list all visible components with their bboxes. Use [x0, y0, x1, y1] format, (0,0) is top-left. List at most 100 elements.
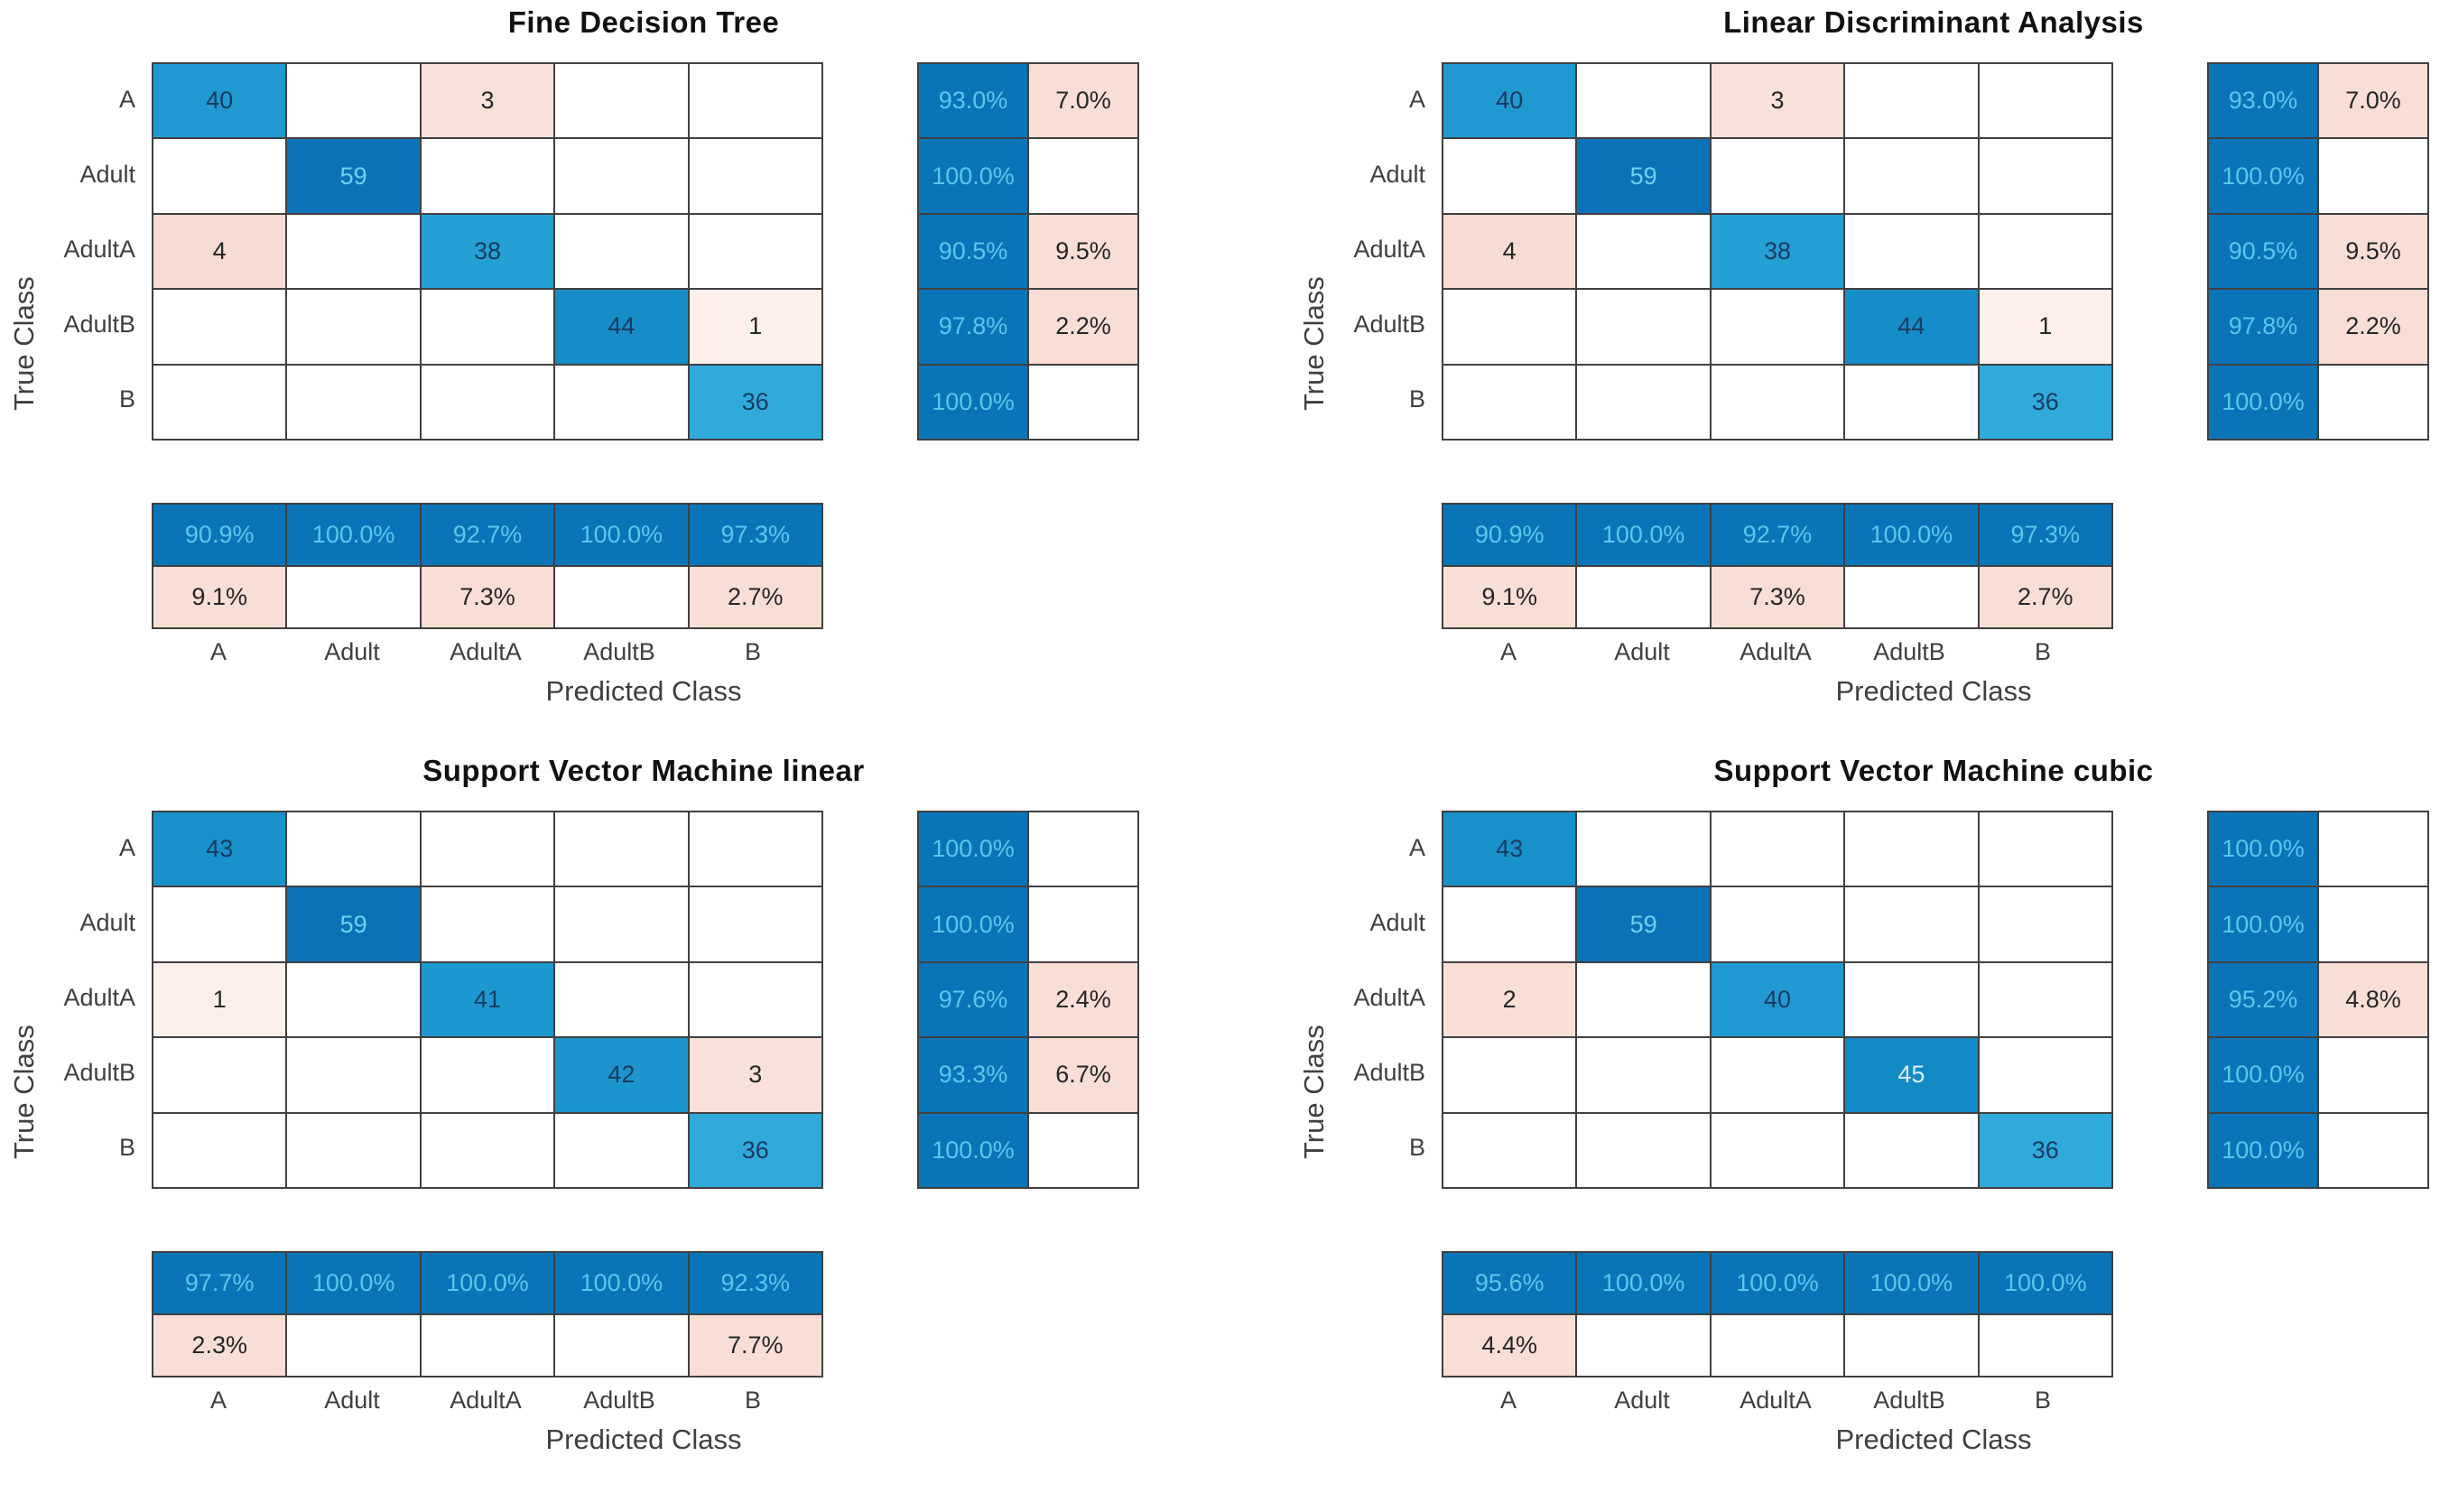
matrix-cell-empty — [287, 290, 420, 364]
matrix-cell-empty — [1577, 812, 1710, 886]
row-summary-tpr-cell: 100.0% — [919, 812, 1027, 886]
chart-title: Support Vector Machine linear — [422, 754, 865, 787]
matrix-cell-empty — [1443, 365, 1576, 439]
row-summary-fnr-cell: 4.8% — [2319, 962, 2427, 1037]
y-tick-label: Adult — [79, 909, 135, 936]
y-tick-label: Adult — [1369, 909, 1425, 936]
matrix-cell-empty — [153, 290, 286, 364]
chart-svm-cubic: Support Vector Machine cubic True Class … — [1290, 748, 2436, 1470]
matrix-cell: 36 — [689, 1113, 821, 1187]
col-summary-grid: 90.9% 100.0% 92.7% 100.0% 97.3% 9.1% 7.3% 2.7% — [1442, 503, 2113, 629]
y-tick-label: B — [118, 1134, 135, 1161]
y-tick-label: AdultA — [63, 984, 135, 1011]
matrix-cell: 4 — [1443, 214, 1576, 289]
matrix-cell-empty — [287, 214, 420, 289]
col-summary-fdr-cell: 7.3% — [1711, 567, 1844, 627]
row-summary-tpr-cell: 97.8% — [919, 290, 1027, 364]
col-summary-fdr-cell — [1845, 1315, 1978, 1376]
col-summary-ppv-cell: 92.7% — [1711, 505, 1844, 565]
row-summary-fnr-cell: 6.7% — [1029, 1038, 1137, 1112]
x-tick-label: Adult — [1614, 637, 1670, 665]
matrix-cell: 59 — [1577, 139, 1710, 213]
col-summary-ppv-cell: 90.9% — [1443, 505, 1576, 565]
matrix-cell-empty — [153, 1038, 286, 1112]
col-summary-fdr-cell: 4.4% — [1443, 1315, 1576, 1376]
matrix-cell-empty — [1845, 887, 1978, 961]
matrix-cell-empty — [555, 64, 688, 138]
matrix-cell-empty — [555, 214, 688, 289]
matrix-cell-empty — [689, 812, 821, 886]
matrix-cell-empty — [1979, 887, 2111, 961]
row-summary-tpr-cell: 93.0% — [919, 64, 1027, 138]
x-tick-label: Adult — [1614, 1386, 1670, 1414]
matrix-cell-empty — [555, 962, 688, 1037]
x-tick-label: A — [1499, 637, 1517, 665]
x-tick-labels: A Adult AdultA AdultB B — [1442, 1384, 2110, 1416]
matrix-cell-empty — [1711, 139, 1844, 213]
matrix-cell-empty — [1711, 1038, 1844, 1112]
matrix-cell-empty — [1845, 214, 1978, 289]
col-summary-fdr-cell: 7.3% — [421, 567, 554, 627]
matrix-cell: 38 — [421, 214, 554, 289]
matrix-cell-empty — [421, 365, 554, 439]
y-tick-label: AdultB — [1353, 311, 1425, 338]
matrix-cell: 1 — [1979, 290, 2111, 364]
x-tick-label: AdultB — [1873, 1386, 1945, 1414]
chart-svm-linear: Support Vector Machine linear True Class… — [0, 748, 1146, 1470]
matrix-cell: 41 — [421, 962, 554, 1037]
x-tick-label: A — [1499, 1386, 1517, 1414]
col-summary-fdr-cell: 9.1% — [1443, 567, 1576, 627]
matrix-cell: 43 — [153, 812, 286, 886]
col-summary-grid: 97.7% 100.0% 100.0% 100.0% 92.3% 2.3% 7.7% — [152, 1251, 823, 1377]
matrix-cell-empty — [1979, 214, 2111, 289]
col-summary-fdr-cell — [421, 1315, 554, 1376]
matrix-cell-empty — [555, 365, 688, 439]
row-summary-tpr-cell: 100.0% — [919, 139, 1027, 213]
row-summary-tpr-cell: 100.0% — [2209, 812, 2317, 886]
col-summary-ppv-cell: 100.0% — [421, 1253, 554, 1313]
col-summary-fdr-cell: 7.7% — [689, 1315, 821, 1376]
col-summary-fdr-cell: 2.3% — [153, 1315, 286, 1376]
col-summary-ppv-cell: 100.0% — [1577, 505, 1710, 565]
matrix-cell-empty — [421, 290, 554, 364]
matrix-cell-empty — [153, 139, 286, 213]
x-tick-label: Adult — [324, 1386, 380, 1414]
matrix-cell-empty — [287, 365, 420, 439]
matrix-cell: 40 — [153, 64, 286, 138]
row-summary-grid: 93.0% 7.0% 100.0% 90.5% 9.5% 97.8% 2.2% 100.0% — [2207, 62, 2429, 441]
row-summary-tpr-cell: 100.0% — [919, 1113, 1027, 1187]
matrix-cell: 45 — [1845, 1038, 1978, 1112]
x-tick-labels: A Adult AdultA AdultB B — [152, 635, 820, 668]
col-summary-fdr-cell — [555, 567, 688, 627]
row-summary-fnr-cell — [2319, 365, 2427, 439]
x-tick-label: AdultA — [450, 637, 522, 665]
row-summary-fnr-cell — [2319, 812, 2427, 886]
col-summary-ppv-cell: 100.0% — [287, 1253, 420, 1313]
y-tick-label: A — [1408, 86, 1425, 113]
chart-title: Fine Decision Tree — [507, 5, 780, 39]
y-tick-labels: A Adult AdultA AdultB B — [0, 811, 135, 1185]
matrix-cell-empty — [287, 1038, 420, 1112]
matrix-cell: 36 — [1979, 365, 2111, 439]
matrix-cell-empty — [1577, 365, 1710, 439]
col-summary-fdr-cell — [1711, 1315, 1844, 1376]
matrix-cell-empty — [421, 812, 554, 886]
y-tick-label: AdultB — [1353, 1059, 1425, 1086]
row-summary-fnr-cell — [2319, 887, 2427, 961]
y-tick-label: B — [1408, 1134, 1425, 1161]
matrix-cell: 4 — [153, 214, 286, 289]
col-summary-ppv-cell: 100.0% — [1711, 1253, 1844, 1313]
col-summary-fdr-cell — [555, 1315, 688, 1376]
matrix-cell-empty — [1577, 290, 1710, 364]
matrix-cell: 43 — [1443, 812, 1576, 886]
matrix-cell: 38 — [1711, 214, 1844, 289]
row-summary-tpr-cell: 100.0% — [2209, 365, 2317, 439]
row-summary-fnr-cell — [1029, 887, 1137, 961]
matrix-cell-empty — [287, 962, 420, 1037]
row-summary-grid: 100.0% 100.0% 97.6% 2.4% 93.3% 6.7% 100.0% — [917, 811, 1139, 1189]
matrix-cell: 59 — [287, 887, 420, 961]
matrix-cell-empty — [555, 812, 688, 886]
matrix-cell: 42 — [555, 1038, 688, 1112]
x-tick-labels: A Adult AdultA AdultB B — [1442, 635, 2110, 668]
matrix-cell-empty — [1845, 812, 1978, 886]
